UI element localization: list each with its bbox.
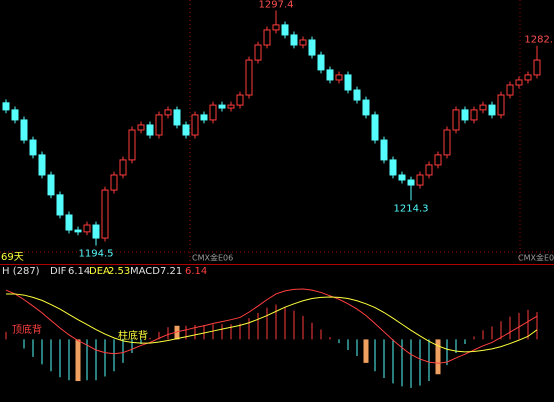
- candle-body: [416, 174, 424, 186]
- contract-label: CMX金E06: [192, 253, 233, 263]
- candle-body: [101, 189, 109, 239]
- candle-body: [380, 139, 388, 161]
- candle-body: [326, 69, 334, 81]
- candle-body: [173, 109, 181, 126]
- macd-line: [6, 293, 538, 353]
- legend-label: MACD: [130, 266, 160, 277]
- legend-value: 6.14: [185, 266, 207, 277]
- candle-body: [506, 84, 514, 96]
- price-annotation: 1282.: [524, 35, 553, 46]
- candle-body: [146, 124, 154, 136]
- candle-body: [308, 39, 316, 56]
- candle-body: [137, 124, 145, 131]
- candle-body: [128, 129, 136, 161]
- macd-bar: [435, 339, 441, 375]
- candle-body: [38, 154, 46, 176]
- candle-body: [407, 179, 415, 186]
- candle-body: [272, 24, 280, 31]
- candle-body: [497, 94, 505, 116]
- price-annotation: 1297.4: [259, 0, 294, 11]
- candle-body: [110, 174, 118, 191]
- candle-body: [335, 74, 343, 81]
- candle-body: [245, 59, 253, 96]
- candle-body: [533, 59, 541, 76]
- contract-label: CMX金E06: [518, 253, 554, 263]
- candle-body: [119, 159, 127, 176]
- candle-body: [353, 89, 361, 101]
- candle-body: [344, 74, 352, 91]
- legend-value: 2.53: [108, 266, 130, 277]
- legend-value: 7.21: [160, 266, 182, 277]
- macd-bar: [174, 325, 180, 340]
- candle-body: [92, 224, 100, 239]
- indicator-title: H (287): [2, 266, 40, 277]
- candle-body: [281, 24, 289, 36]
- candle-body: [236, 94, 244, 106]
- candle-body: [83, 224, 91, 233]
- candle-body: [200, 114, 208, 121]
- macd-bar: [75, 339, 81, 382]
- candle-body: [164, 109, 172, 116]
- candle-body: [74, 229, 82, 233]
- legend-label: DIF: [50, 266, 67, 277]
- candle-body: [317, 54, 325, 71]
- divergence-label: 顶底背: [12, 323, 42, 336]
- candle-body: [218, 104, 226, 109]
- candle-body: [29, 139, 37, 156]
- candle-body: [11, 109, 19, 121]
- candle-body: [2, 102, 10, 111]
- candle-body: [434, 154, 442, 166]
- price-annotation: 1214.3: [394, 203, 429, 214]
- candle-body: [515, 79, 523, 86]
- candle-body: [191, 114, 199, 136]
- candle-body: [299, 39, 307, 46]
- candle-body: [488, 104, 496, 116]
- legend-label: DEA: [89, 266, 110, 277]
- candle-body: [227, 104, 235, 109]
- legend-value: 6.14: [68, 266, 90, 277]
- candle-body: [479, 104, 487, 111]
- candle-body: [452, 109, 460, 131]
- candle-body: [398, 174, 406, 181]
- candle-body: [470, 109, 478, 121]
- candle-body: [65, 214, 73, 231]
- candle-body: [254, 44, 262, 61]
- period-label: 69天: [1, 252, 24, 263]
- macd-bar: [363, 339, 369, 363]
- candle-body: [155, 114, 163, 136]
- divergence-label: 柱底背: [118, 329, 148, 342]
- candle-body: [209, 104, 217, 121]
- candle-body: [263, 29, 271, 46]
- candle-body: [362, 99, 370, 116]
- candle-body: [389, 159, 397, 176]
- candle-body: [425, 164, 433, 176]
- candle-body: [524, 74, 532, 81]
- candle-body: [290, 34, 298, 46]
- macd-line: [5, 288, 538, 364]
- candle-body: [182, 124, 190, 136]
- price-annotation: 1194.5: [79, 249, 114, 260]
- candle-body: [20, 119, 28, 141]
- candle-body: [56, 194, 64, 216]
- candle-body: [47, 174, 55, 196]
- candle-body: [371, 114, 379, 141]
- candle-body: [443, 129, 451, 156]
- candle-body: [461, 109, 469, 121]
